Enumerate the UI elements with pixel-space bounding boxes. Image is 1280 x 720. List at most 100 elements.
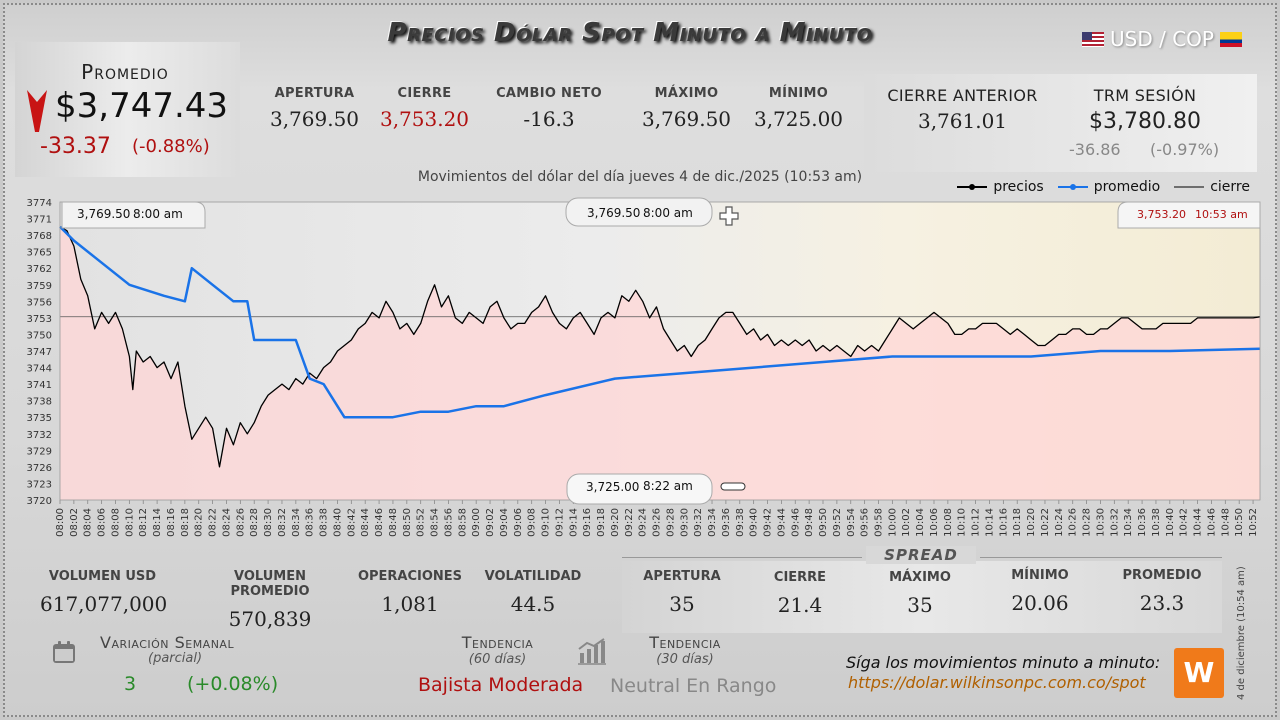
y-tick-label: 3726 bbox=[27, 463, 52, 474]
x-tick-label: 09:26 bbox=[652, 508, 663, 537]
callout-close: 3,753.20 10:53 am bbox=[1117, 201, 1261, 229]
spread-apertura-label: APERTURA bbox=[643, 569, 721, 584]
y-tick-label: 3756 bbox=[27, 297, 52, 308]
move-crosshair-icon[interactable] bbox=[719, 206, 739, 226]
x-tick-label: 09:48 bbox=[804, 508, 815, 537]
promedio-change-pct: (-0.88%) bbox=[132, 136, 210, 157]
x-tick-label: 08:08 bbox=[110, 508, 121, 537]
spread-promedio-value: 23.3 bbox=[1139, 591, 1185, 615]
price-chart[interactable]: 3720 3723 3726 3729 3732 3735 3738 3741 3744 3747… bbox=[0, 190, 1280, 545]
y-tick-label: 3753 bbox=[27, 314, 52, 325]
x-tick-label: 10:12 bbox=[971, 508, 982, 537]
x-tick-label: 09:58 bbox=[873, 508, 884, 537]
cierre-anterior-label: CIERRE ANTERIOR bbox=[887, 86, 1038, 105]
x-tick-label: 09:52 bbox=[832, 508, 843, 537]
wilkinson-logo[interactable]: W bbox=[1174, 648, 1224, 698]
promedio-change: -33.37 bbox=[40, 134, 111, 159]
x-tick-label: 08:52 bbox=[416, 508, 427, 537]
x-tick-label: 09:24 bbox=[638, 508, 649, 537]
volumen-value: 617,077,000 bbox=[40, 592, 168, 616]
x-tick-label: 08:56 bbox=[443, 508, 454, 537]
x-tick-label: 09:14 bbox=[568, 508, 579, 537]
x-tick-label: 10:14 bbox=[984, 508, 995, 537]
operaciones-label: OPERACIONES bbox=[357, 569, 463, 584]
y-tick-label: 3765 bbox=[27, 248, 52, 259]
x-tick-label: 10:26 bbox=[1068, 508, 1079, 537]
x-tick-label: 09:06 bbox=[513, 508, 524, 537]
y-tick-label: 3762 bbox=[27, 264, 52, 275]
spread-promedio: PROMEDIO 23.3 bbox=[1112, 568, 1212, 615]
x-tick-label: 10:36 bbox=[1137, 508, 1148, 537]
x-tick-label: 08:24 bbox=[221, 508, 232, 537]
spread-cierre-value: 21.4 bbox=[777, 593, 823, 617]
y-tick-label: 3768 bbox=[27, 231, 52, 242]
x-tick-label: 10:50 bbox=[1234, 508, 1245, 537]
scroll-handle[interactable] bbox=[720, 482, 746, 491]
x-tick-label: 09:02 bbox=[485, 508, 496, 537]
series-promedio bbox=[59, 225, 1261, 419]
legend-promedio: promedio bbox=[1057, 179, 1160, 195]
y-tick-label: 3774 bbox=[27, 198, 52, 209]
x-tick-label: 08:02 bbox=[69, 508, 80, 537]
stat-label: MÍNIMO bbox=[768, 86, 829, 101]
x-tick-label: 10:46 bbox=[1206, 508, 1217, 537]
legend-cierre: cierre bbox=[1174, 179, 1250, 195]
tendencia-60-value: Bajista Moderada bbox=[418, 674, 584, 696]
tendencia-30-label: Tendencia bbox=[649, 633, 721, 652]
volumen-promedio: VOLUMEN PROMEDIO 570,839 bbox=[195, 569, 345, 631]
x-tick-label: 09:08 bbox=[527, 508, 538, 537]
x-tick-label: 08:22 bbox=[208, 508, 219, 537]
spread-maximo: MÁXIMO 35 bbox=[870, 570, 970, 617]
x-tick-label: 10:16 bbox=[998, 508, 1009, 537]
spread-title: SPREAD bbox=[866, 546, 976, 564]
x-tick-label: 08:50 bbox=[402, 508, 413, 537]
y-tick-label: 3738 bbox=[27, 397, 52, 408]
callout-min-time: 8:22 am bbox=[643, 479, 693, 493]
x-tick-label: 10:24 bbox=[1054, 508, 1065, 537]
x-tick-label: 10:02 bbox=[901, 508, 912, 537]
x-tick-label: 08:26 bbox=[235, 508, 246, 537]
x-tick-label: 09:32 bbox=[693, 508, 704, 537]
y-tick-label: 3759 bbox=[27, 281, 52, 292]
x-tick-label: 08:58 bbox=[457, 508, 468, 537]
pair-label: USD / COP bbox=[1110, 27, 1214, 51]
y-tick-label: 3741 bbox=[27, 380, 52, 391]
cierre-anterior-value: 3,761.01 bbox=[917, 109, 1008, 133]
volumen-label: VOLUMEN USD bbox=[48, 569, 157, 584]
x-tick-label: 10:00 bbox=[887, 508, 898, 537]
x-tick-label: 09:54 bbox=[846, 508, 857, 537]
y-tick-label: 3723 bbox=[27, 479, 52, 490]
tendencia-60: Tendencia (60 días) bbox=[425, 633, 570, 667]
stat-value: 3,769.50 bbox=[641, 107, 732, 131]
volumen-usd: VOLUMEN USD 617,077,000 bbox=[40, 569, 168, 616]
callout-open-top-time: 8:00 am bbox=[643, 206, 693, 220]
x-tick-label: 09:12 bbox=[554, 508, 565, 537]
side-date: 4 de diciembre (10:54 am) bbox=[1236, 566, 1247, 700]
x-tick-label: 08:28 bbox=[249, 508, 260, 537]
stat-label: MÁXIMO bbox=[654, 86, 719, 101]
tendencia-60-label: Tendencia bbox=[461, 633, 534, 652]
x-tick-label: 09:40 bbox=[749, 508, 760, 537]
x-tick-label: 08:16 bbox=[166, 508, 177, 537]
x-tick-label: 09:50 bbox=[818, 508, 829, 537]
x-tick-label: 09:36 bbox=[721, 508, 732, 537]
spread-divider-left bbox=[622, 557, 862, 558]
spread-promedio-label: PROMEDIO bbox=[1122, 568, 1202, 583]
x-tick-label: 08:42 bbox=[346, 508, 357, 537]
footer-url[interactable]: https://dolar.wilkinsonpc.com.co/spot bbox=[848, 673, 1146, 692]
y-tick-label: 3771 bbox=[27, 215, 52, 226]
x-tick-label: 09:44 bbox=[776, 508, 787, 537]
calendar-icon bbox=[53, 641, 75, 663]
footer-siga: Síga los movimientos minuto a minuto: bbox=[846, 653, 1161, 672]
y-tick-label: 3744 bbox=[27, 364, 52, 375]
spread-minimo: MÍNIMO 20.06 bbox=[990, 568, 1090, 615]
variacion-semanal-label: Variación Semanal bbox=[100, 633, 235, 652]
x-tick-label: 08:40 bbox=[332, 508, 343, 537]
callout-open-left: 3,769.50 8:00 am bbox=[61, 201, 206, 229]
x-tick-label: 10:10 bbox=[957, 508, 968, 537]
x-tick-label: 09:28 bbox=[665, 508, 676, 537]
trm-value: $3,780.80 bbox=[1089, 109, 1201, 134]
x-tick-label: 10:18 bbox=[1012, 508, 1023, 537]
promedio-value: $3,747.43 bbox=[55, 86, 229, 126]
volumen-promedio-label: VOLUMEN PROMEDIO bbox=[230, 569, 310, 599]
